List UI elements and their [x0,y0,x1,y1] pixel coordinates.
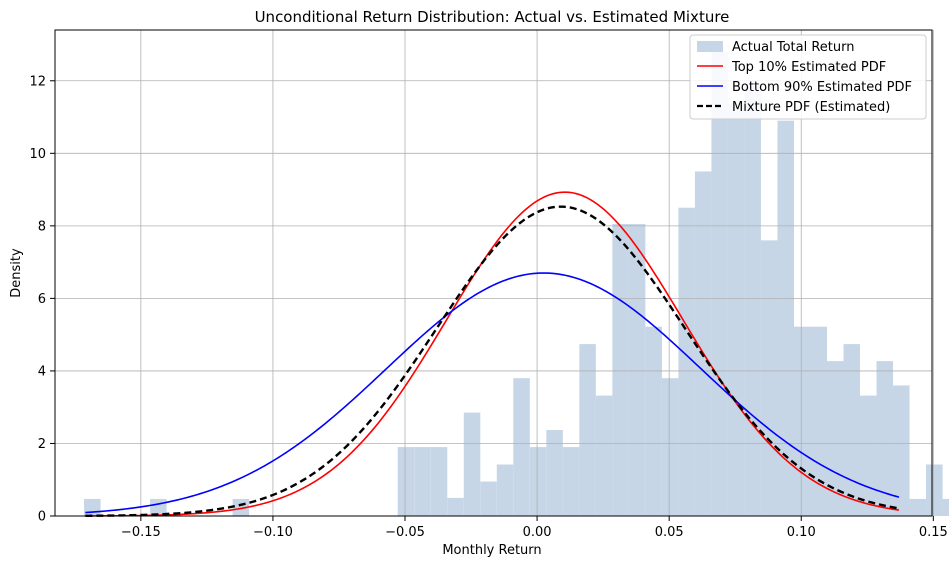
histogram-bar [860,395,877,516]
histogram-bar [827,361,844,516]
legend-label-top10: Top 10% Estimated PDF [731,60,886,75]
histogram-bar [496,464,514,516]
bottom90-pdf-line [85,272,900,514]
histogram-bar [463,412,481,516]
lines-layer [85,191,900,517]
histogram-bar [430,447,448,516]
histogram-bar [84,498,101,516]
histogram-bar [876,361,894,516]
y-tick-label: 0 [38,510,46,525]
histogram-bar [893,385,910,516]
histogram-bar [760,240,778,517]
histogram-layer [84,51,949,517]
histogram-bar [513,378,530,516]
histogram-bar [628,224,646,517]
histogram-bar [777,120,794,517]
histogram-bar [810,326,827,516]
histogram-bar [645,326,662,516]
legend-label-histogram: Actual Total Return [732,40,855,55]
y-tick-label: 10 [29,147,46,162]
y-axis-ticks: 0 2 4 6 8 10 12 [29,74,55,525]
plot-frame [54,29,933,517]
legend-box [689,34,927,120]
histogram-bar [678,207,695,516]
histogram-bar [529,447,547,516]
histogram-bar [942,498,949,516]
histogram-bar [843,344,861,516]
x-axis-label: Monthly Return [442,543,541,558]
legend-swatch-histogram [697,41,723,52]
x-tick-label: −0.05 [385,525,425,540]
histogram-bar [727,103,745,516]
mixture-pdf-line [85,205,900,517]
histogram-bar [661,378,679,516]
histogram-bar [447,497,464,516]
chart-title: Unconditional Return Distribution: Actua… [255,8,730,26]
x-tick-label: 0.15 [919,525,948,540]
legend-label-mixture: Mixture PDF (Estimated) [732,100,890,115]
x-axis-ticks: −0.15 −0.10 −0.05 0.00 0.05 0.10 0.15 [121,516,948,540]
legend: Actual Total Return Top 10% Estimated PD… [689,34,927,120]
histogram-bar [579,344,596,516]
histogram-bar [595,395,613,516]
histogram-bar [480,481,497,516]
histogram-bar [926,464,943,516]
x-tick-label: −0.15 [121,525,161,540]
x-tick-label: 0.05 [655,525,684,540]
histogram-bar [744,86,761,516]
histogram-bar [694,171,712,516]
y-tick-label: 8 [38,219,46,234]
y-tick-label: 6 [38,292,46,307]
histogram-bar [414,447,431,516]
y-axis-label: Density [9,248,24,298]
top10-pdf-line [85,191,900,517]
histogram-bar [612,224,629,517]
y-tick-label: 4 [38,364,46,379]
y-tick-label: 12 [29,74,46,89]
x-tick-label: −0.10 [253,525,293,540]
x-tick-label: 0.10 [787,525,816,540]
histogram-bar [909,498,927,516]
histogram-bar [397,447,415,516]
histogram-bar [793,326,811,516]
histogram-bar [562,447,580,516]
histogram-bar [546,430,563,516]
histogram-bar [711,51,728,516]
y-tick-label: 2 [38,437,46,452]
x-tick-label: 0.00 [523,525,552,540]
legend-label-bottom90: Bottom 90% Estimated PDF [732,80,912,95]
